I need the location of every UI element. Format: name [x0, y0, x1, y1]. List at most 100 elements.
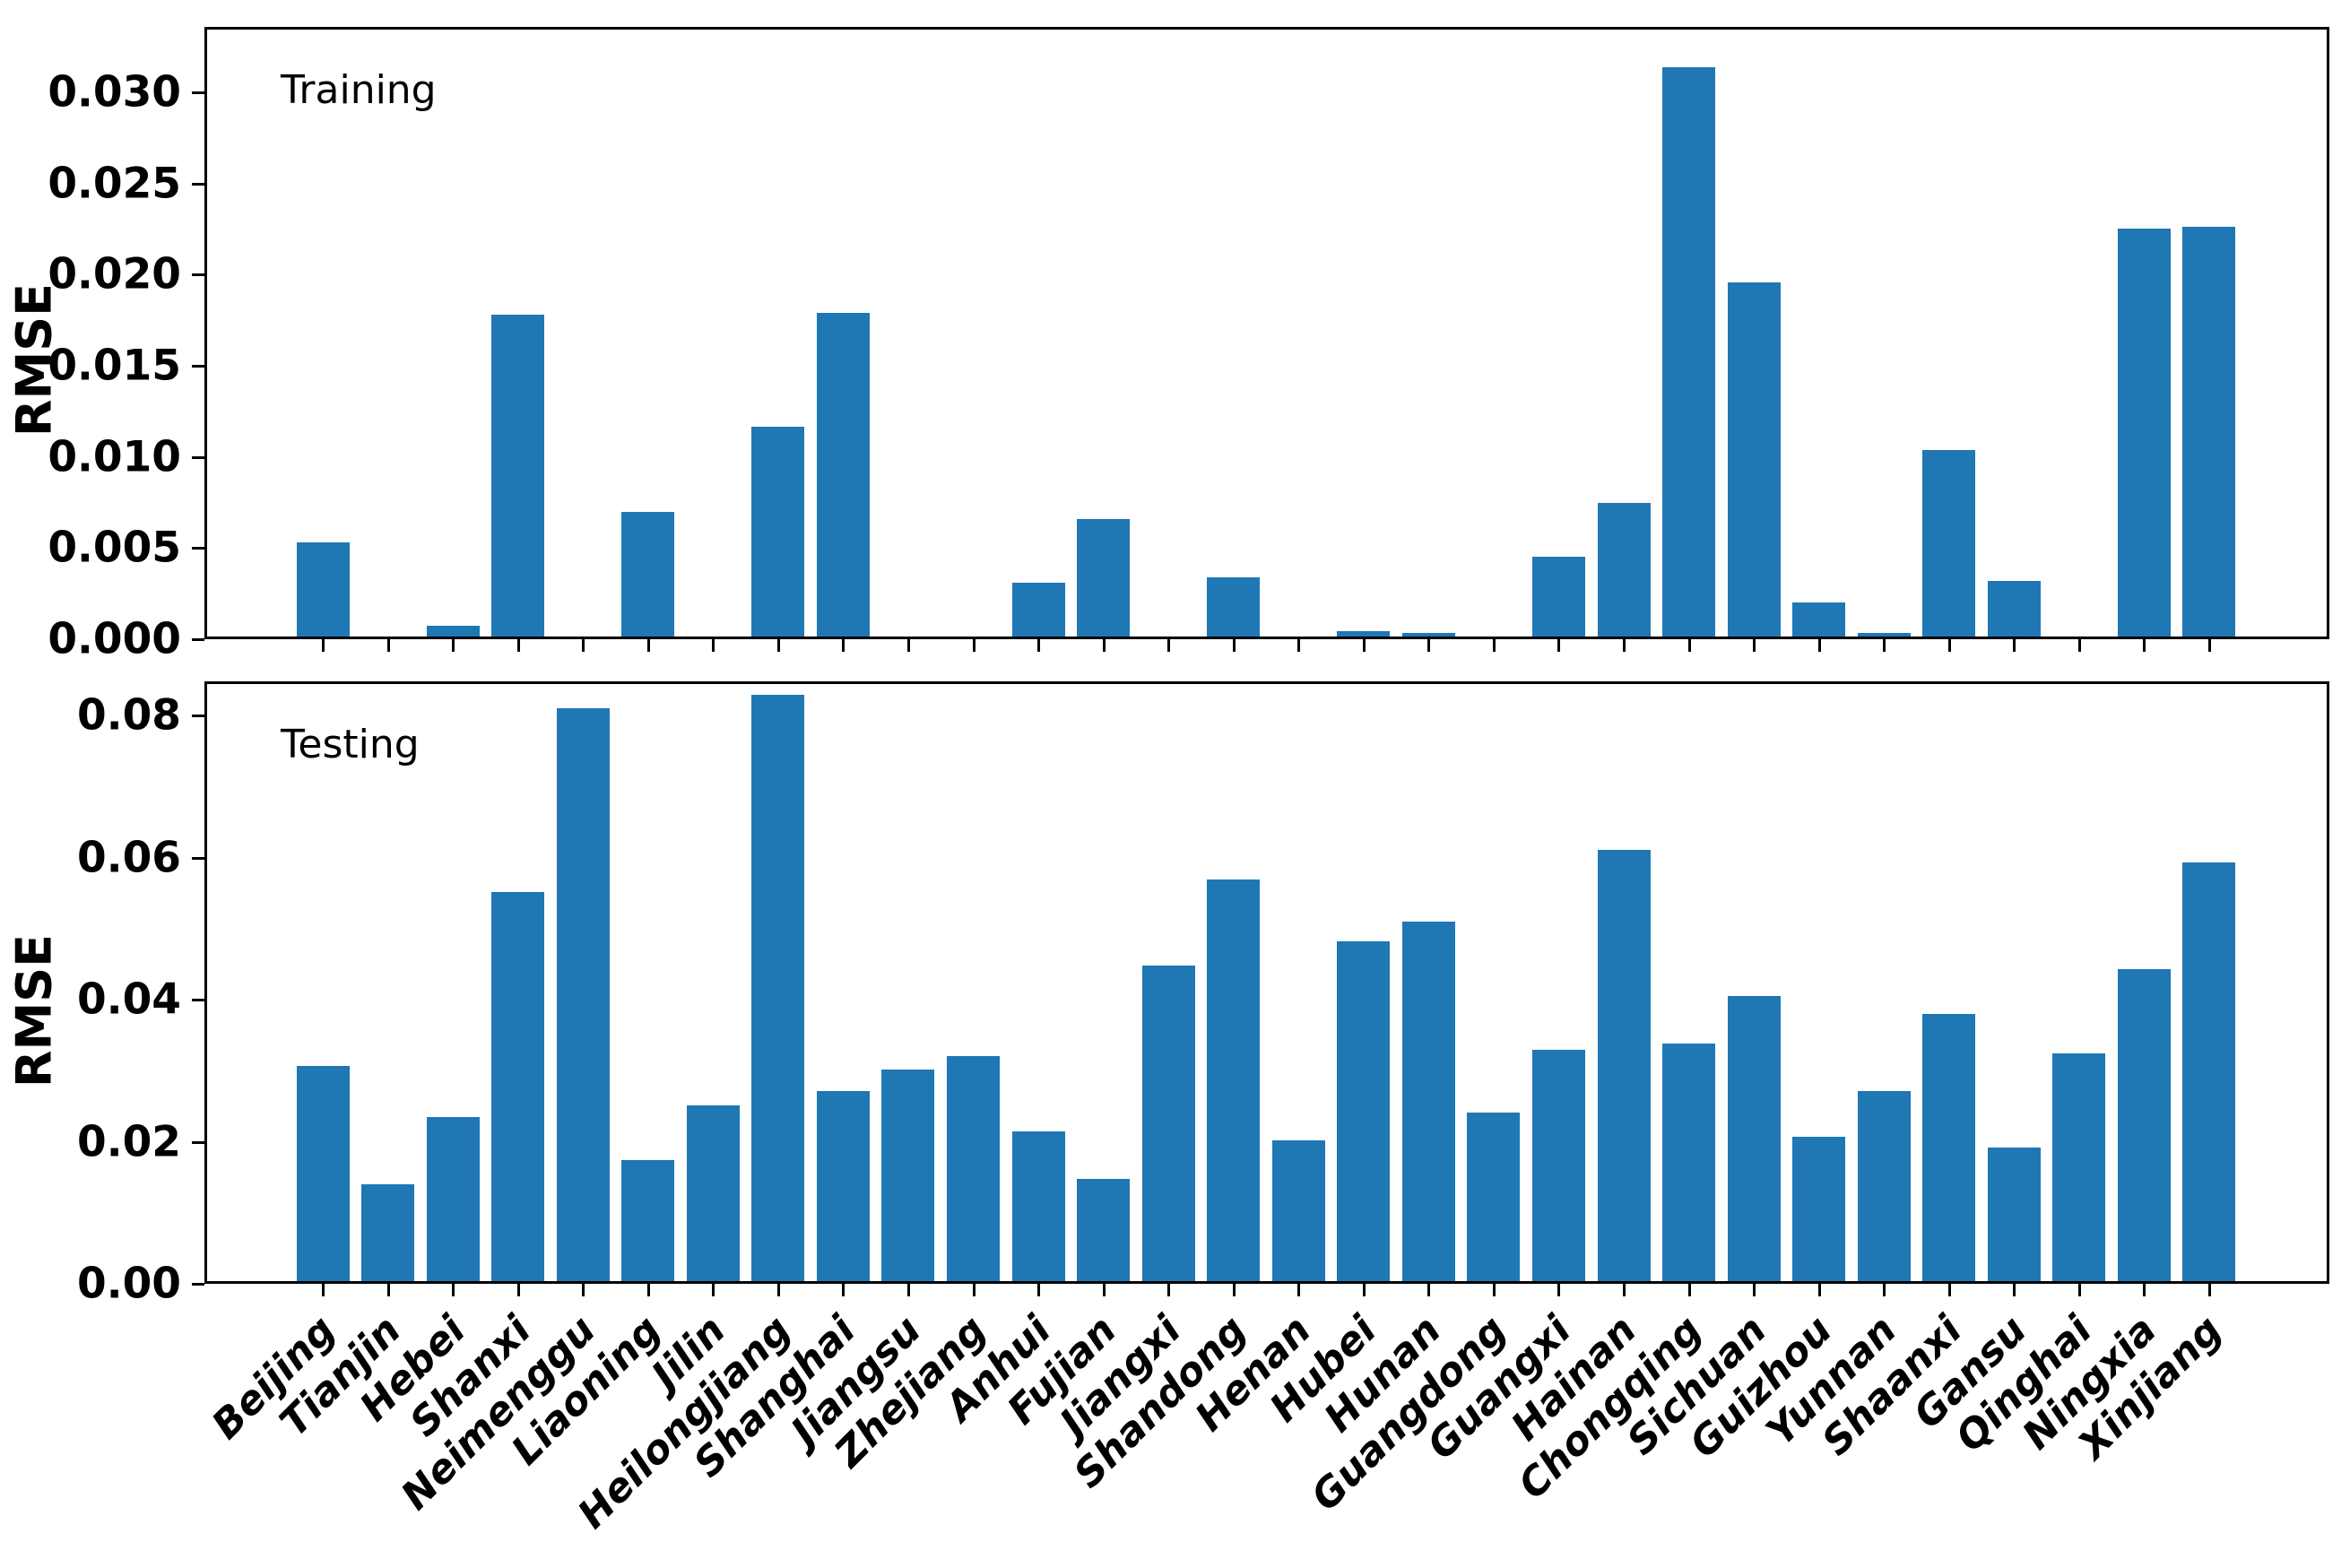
- x-tick: [2013, 1284, 2016, 1296]
- bar-shaanxi: [1922, 1014, 1976, 1281]
- training-axes: Training: [204, 27, 2329, 639]
- y-tick: [192, 999, 204, 1001]
- bar-xinjiang: [2182, 227, 2236, 637]
- bar-sichuan: [1727, 282, 1781, 637]
- y-tick-label: 0.020: [48, 249, 181, 299]
- x-tick: [452, 1284, 455, 1296]
- x-tick: [1623, 1284, 1626, 1296]
- bar-hebei: [426, 626, 480, 637]
- x-tick: [1883, 639, 1886, 652]
- x-tick: [1753, 639, 1756, 652]
- bar-shanxi: [491, 315, 545, 637]
- y-tick: [192, 183, 204, 186]
- x-tick: [1817, 639, 1821, 652]
- bar-anhui: [1011, 583, 1065, 637]
- testing-annotation: Testing: [281, 722, 420, 767]
- x-tick: [712, 1284, 715, 1296]
- y-tick: [192, 638, 204, 641]
- bar-sichuan: [1727, 996, 1781, 1281]
- bar-fujian: [1077, 519, 1131, 637]
- x-tick: [452, 639, 455, 652]
- x-tick: [906, 639, 910, 652]
- x-tick: [972, 1284, 976, 1296]
- x-tick: [516, 1284, 520, 1296]
- bar-shanghai: [816, 1091, 870, 1281]
- bar-guangxi: [1531, 1050, 1585, 1281]
- bar-jiangxi: [1141, 966, 1195, 1281]
- bar-heilongjiang: [751, 695, 805, 1281]
- x-tick: [1687, 639, 1691, 652]
- bar-tianjin: [361, 1184, 415, 1281]
- y-tick: [192, 1283, 204, 1286]
- x-tick: [842, 639, 845, 652]
- bar-hainan: [1597, 850, 1651, 1281]
- x-tick: [1167, 639, 1171, 652]
- x-tick: [712, 639, 715, 652]
- bar-guangdong: [1467, 1113, 1521, 1281]
- y-tick: [192, 456, 204, 459]
- y-tick: [192, 547, 204, 550]
- x-tick: [1297, 639, 1301, 652]
- bar-shanxi: [491, 892, 545, 1281]
- y-tick: [192, 715, 204, 717]
- x-tick: [1817, 1284, 1821, 1296]
- x-tick: [1037, 639, 1041, 652]
- bar-fujian: [1077, 1179, 1131, 1281]
- y-tick-label: 0.04: [77, 975, 181, 1025]
- x-tick: [842, 1284, 845, 1296]
- bar-shanghai: [816, 313, 870, 637]
- bar-jiangsu: [881, 1070, 935, 1281]
- bar-hebei: [426, 1117, 480, 1281]
- x-tick: [2207, 1284, 2211, 1296]
- x-tick: [1427, 1284, 1431, 1296]
- x-tick: [1362, 639, 1366, 652]
- bar-shaanxi: [1922, 450, 1976, 637]
- y-tick-label: 0.000: [48, 614, 181, 664]
- y-tick-label: 0.005: [48, 523, 181, 573]
- bar-ningxia: [2117, 229, 2171, 637]
- y-tick-label: 0.02: [77, 1117, 181, 1167]
- x-tick: [1753, 1284, 1756, 1296]
- x-tick: [582, 639, 585, 652]
- x-tick: [2207, 639, 2211, 652]
- x-tick: [1167, 1284, 1171, 1296]
- bar-yunnan: [1857, 1091, 1911, 1281]
- x-tick: [646, 1284, 650, 1296]
- bar-hubei: [1337, 941, 1391, 1281]
- x-tick: [1427, 639, 1431, 652]
- x-tick: [1947, 639, 1951, 652]
- x-tick: [1232, 639, 1236, 652]
- x-tick: [322, 639, 325, 652]
- x-tick: [1102, 1284, 1106, 1296]
- y-tick: [192, 365, 204, 368]
- bar-shandong: [1207, 879, 1261, 1281]
- x-tick: [1492, 1284, 1496, 1296]
- bar-hubei: [1337, 631, 1391, 637]
- bar-yunnan: [1857, 633, 1911, 637]
- bar-gansu: [1987, 581, 2041, 637]
- bar-ningxia: [2117, 969, 2171, 1281]
- y-tick: [192, 1141, 204, 1144]
- x-tick: [1557, 639, 1561, 652]
- y-tick-label: 0.025: [48, 159, 181, 209]
- bar-zhejiang: [947, 1056, 1000, 1281]
- bar-henan: [1271, 1140, 1325, 1281]
- bar-hunan: [1401, 922, 1455, 1281]
- x-tick: [776, 639, 780, 652]
- x-tick: [1492, 639, 1496, 652]
- x-tick: [1102, 639, 1106, 652]
- bar-chongqing: [1662, 1044, 1716, 1281]
- bar-guizhou: [1792, 602, 1846, 637]
- bar-guangxi: [1531, 557, 1585, 637]
- bar-liaoning: [621, 1160, 675, 1281]
- x-tick: [1947, 1284, 1951, 1296]
- bar-guizhou: [1792, 1137, 1846, 1281]
- x-tick: [1037, 1284, 1041, 1296]
- testing-axes: Testing: [204, 681, 2329, 1284]
- bar-beijing: [296, 542, 350, 637]
- x-tick: [386, 639, 390, 652]
- y-tick-label: 0.015: [48, 341, 181, 391]
- x-tick: [1883, 1284, 1886, 1296]
- x-tick: [2013, 639, 2016, 652]
